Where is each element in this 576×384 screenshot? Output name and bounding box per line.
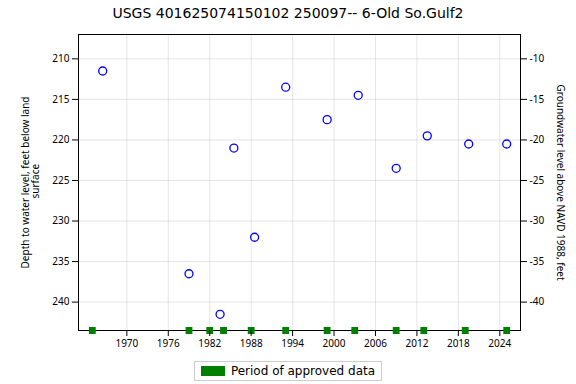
svg-text:240: 240 — [52, 294, 69, 308]
html-text:USGS 401625074150102 250097--: USGS 401625074150102 250097-- 6-Old So.G… — [112, 5, 464, 21]
svg-text:1994: 1994 — [281, 336, 304, 350]
svg-text:235: 235 — [52, 254, 69, 268]
svg-text:-35: -35 — [530, 254, 545, 268]
svg-text:2018: 2018 — [447, 336, 470, 350]
svg-text:220: 220 — [52, 132, 69, 146]
svg-text:Groundwater level above NAVD 1: Groundwater level above NAVD 1988, feet — [554, 84, 568, 280]
svg-text:1970: 1970 — [115, 336, 138, 350]
svg-text:-40: -40 — [530, 294, 545, 308]
svg-text:-25: -25 — [530, 173, 545, 187]
svg-text:Depth to water level, feet bel: Depth to water level, feet below land su… — [18, 97, 42, 269]
svg-text:1976: 1976 — [157, 336, 180, 350]
svg-text:2024: 2024 — [488, 336, 511, 350]
svg-text:2000: 2000 — [323, 336, 346, 350]
svg-text:1988: 1988 — [240, 336, 263, 350]
svg-text:210: 210 — [52, 51, 69, 65]
svg-text:-10: -10 — [530, 51, 545, 65]
svg-text:225: 225 — [52, 173, 69, 187]
svg-text:230: 230 — [52, 213, 69, 227]
svg-text:2012: 2012 — [405, 336, 428, 350]
svg-text:-20: -20 — [530, 132, 545, 146]
svg-text:1982: 1982 — [198, 336, 221, 350]
svg-text:2006: 2006 — [364, 336, 387, 350]
html-text:Period of approved data: Period of approved data — [230, 364, 376, 378]
svg-text:215: 215 — [52, 92, 69, 106]
svg-text:-15: -15 — [530, 92, 545, 106]
svg-text:-30: -30 — [530, 213, 545, 227]
